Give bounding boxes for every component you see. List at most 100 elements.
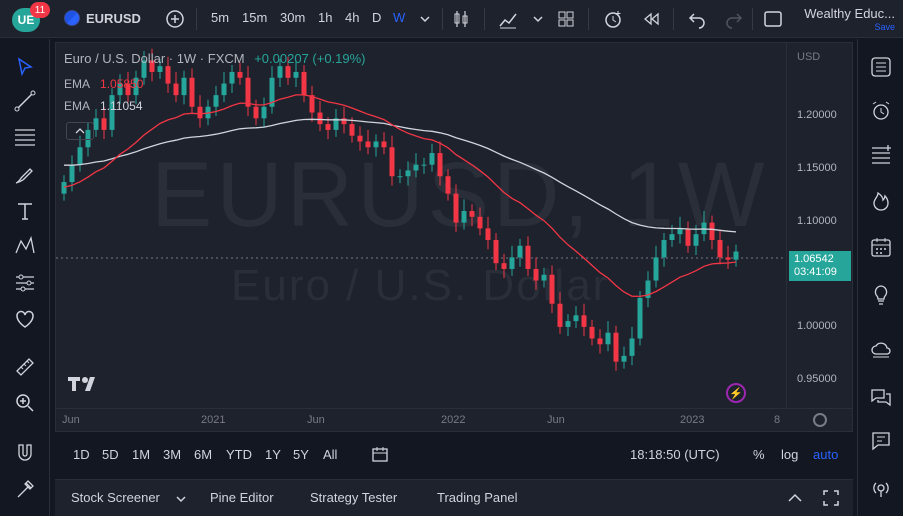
- layout-grid-icon[interactable]: [555, 8, 577, 30]
- brush-icon[interactable]: [13, 163, 37, 187]
- log-scale-toggle[interactable]: log: [781, 447, 799, 462]
- chevron-up-icon[interactable]: [785, 488, 805, 508]
- symbol-label: EURUSD: [86, 10, 141, 26]
- tab-pine-editor[interactable]: Pine Editor: [210, 490, 274, 505]
- range-6m[interactable]: 6M: [194, 447, 213, 462]
- range-1m[interactable]: 1M: [132, 447, 151, 462]
- range-5y[interactable]: 5Y: [293, 447, 309, 462]
- tradingview-logo[interactable]: [68, 375, 102, 396]
- auto-scale-toggle[interactable]: auto: [813, 447, 839, 462]
- replay-icon[interactable]: [640, 8, 662, 30]
- settings-gear-icon[interactable]: [813, 413, 827, 427]
- legend-collapse-button[interactable]: [66, 122, 94, 140]
- ideas-lightbulb-icon[interactable]: [869, 283, 893, 307]
- currency-flag-icon: [64, 10, 80, 26]
- ema-fast-legend[interactable]: EMA 1.05850: [64, 77, 143, 91]
- price-plot[interactable]: [56, 43, 786, 408]
- add-symbol-icon[interactable]: [164, 8, 186, 30]
- candle-body: [613, 332, 619, 362]
- text-icon[interactable]: [13, 199, 37, 223]
- candle-body: [149, 60, 155, 72]
- notifications-chat-icon[interactable]: [869, 429, 893, 453]
- candle-body: [685, 228, 691, 246]
- candle-body: [141, 60, 147, 78]
- range-5d[interactable]: 5D: [102, 447, 119, 462]
- interval-5m[interactable]: 5m: [211, 10, 230, 25]
- interval-d[interactable]: D: [372, 10, 382, 25]
- zoom-in-icon[interactable]: [13, 391, 37, 415]
- maximize-icon[interactable]: [821, 488, 841, 508]
- range-all[interactable]: All: [323, 447, 338, 462]
- price-axis[interactable]: USD 1.20000 1.15000 1.10000 1.00000 0.95…: [786, 43, 853, 408]
- calendar-icon[interactable]: [869, 235, 893, 259]
- candle-body: [653, 257, 659, 281]
- candle-body: [181, 77, 187, 96]
- description-watermark: Euro / U.S. Dollar: [231, 261, 610, 310]
- magnet-icon[interactable]: [13, 441, 37, 465]
- range-1y[interactable]: 1Y: [265, 447, 281, 462]
- candle-body: [493, 239, 499, 264]
- streams-cloud-icon[interactable]: [869, 337, 893, 361]
- tab-strategy-tester[interactable]: Strategy Tester: [310, 490, 398, 505]
- candle-body: [477, 216, 483, 229]
- tab-stock-screener[interactable]: Stock Screener: [71, 490, 160, 505]
- range-3m[interactable]: 3M: [163, 447, 182, 462]
- ema-slow-line: [64, 118, 737, 233]
- symbol-search[interactable]: EURUSD: [64, 10, 141, 26]
- alarm-clock-icon[interactable]: [869, 99, 893, 123]
- hotlists-fire-icon[interactable]: [869, 189, 893, 213]
- watchlist-icon[interactable]: [869, 55, 893, 79]
- bar-countdown: 03:41:09: [794, 266, 837, 278]
- trendline-icon[interactable]: [13, 89, 37, 113]
- candle-body: [237, 71, 243, 78]
- cursor-icon[interactable]: [13, 55, 37, 79]
- goto-date-icon[interactable]: [371, 445, 389, 463]
- utc-clock[interactable]: 18:18:50 (UTC): [630, 447, 720, 462]
- chevron-down-icon[interactable]: [527, 8, 549, 30]
- candle-body: [629, 338, 635, 356]
- flash-icon[interactable]: ⚡: [726, 383, 746, 403]
- candles-icon[interactable]: [450, 8, 472, 30]
- redo-icon[interactable]: [723, 8, 745, 30]
- chevron-down-icon[interactable]: [414, 8, 436, 30]
- prediction-icon[interactable]: [13, 271, 37, 295]
- chats-icon[interactable]: [869, 385, 893, 409]
- candle-body: [293, 71, 299, 78]
- data-window-icon[interactable]: [869, 143, 893, 167]
- percent-scale-toggle[interactable]: %: [753, 447, 765, 462]
- save-button[interactable]: Save: [874, 22, 895, 32]
- fib-retracement-icon[interactable]: [13, 125, 37, 149]
- help-broadcast-icon[interactable]: [869, 476, 893, 500]
- ema-fast-label: EMA: [64, 77, 91, 91]
- candle-body: [437, 153, 443, 177]
- interval-1h[interactable]: 1h: [318, 10, 333, 25]
- time-axis[interactable]: Jun 2021 Jun 2022 Jun 2023 8: [56, 408, 853, 432]
- ema-slow-legend[interactable]: EMA 1.11054: [64, 99, 143, 113]
- interval-15m[interactable]: 15m: [242, 10, 268, 25]
- currency-label[interactable]: USD: [797, 51, 821, 63]
- range-ytd[interactable]: YTD: [226, 447, 252, 462]
- interval-w[interactable]: W: [393, 10, 406, 25]
- chart-pane[interactable]: EURUSD, 1W Euro / U.S. Dollar Euro / U.S…: [55, 42, 853, 432]
- candle-body: [517, 245, 523, 258]
- alert-icon[interactable]: [602, 8, 624, 30]
- account-menu[interactable]: Wealthy Educ... Save: [804, 6, 895, 32]
- indicators-icon[interactable]: [497, 8, 519, 30]
- ruler-icon[interactable]: [13, 355, 37, 379]
- interval-4h[interactable]: 4h: [345, 10, 360, 25]
- interval-30m[interactable]: 30m: [280, 10, 306, 25]
- pattern-icon[interactable]: [13, 234, 37, 258]
- candle-body: [669, 234, 675, 240]
- lock-drawing-icon[interactable]: [13, 477, 37, 501]
- chevron-down-icon[interactable]: [171, 489, 191, 509]
- tab-trading-panel[interactable]: Trading Panel: [437, 490, 518, 505]
- candle-body: [325, 124, 331, 130]
- fullscreen-square-icon[interactable]: [762, 8, 784, 30]
- undo-icon[interactable]: [686, 8, 708, 30]
- candle-body: [61, 182, 67, 194]
- date-range-bar: 1D 5D 1M 3M 6M YTD 1Y 5Y All 18:18:50 (U…: [55, 435, 853, 473]
- heart-icon[interactable]: [13, 307, 37, 331]
- candle-body: [485, 228, 491, 240]
- range-1d[interactable]: 1D: [73, 447, 90, 462]
- candle-body: [709, 222, 715, 240]
